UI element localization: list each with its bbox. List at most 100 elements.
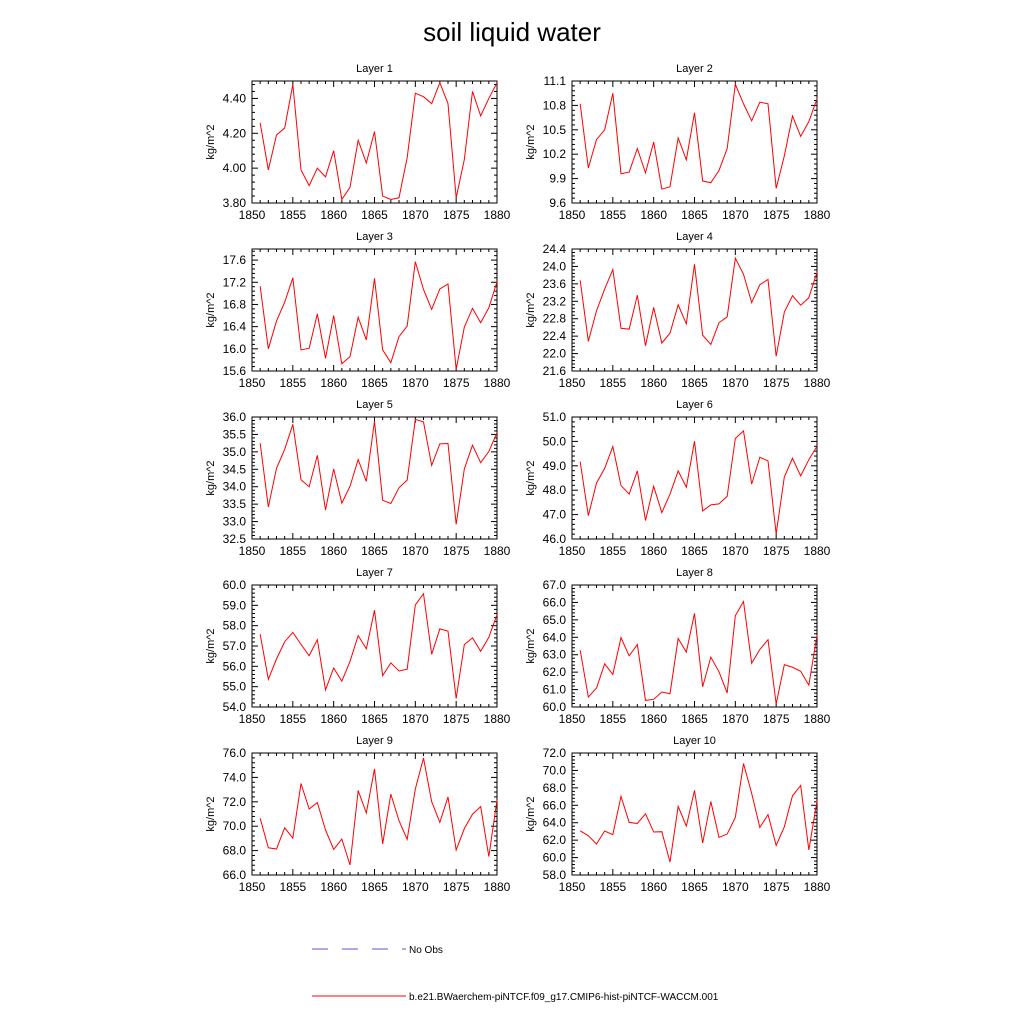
y-tick-label: 74.0 (223, 770, 247, 784)
x-tick-label: 1850 (559, 376, 586, 390)
legend: No Obs b.e21.BWaerchem-piNTCF.f09_g17.CM… (312, 945, 719, 1003)
y-tick-label: 9.9 (549, 172, 566, 186)
y-tick-label: 11.1 (544, 74, 567, 88)
series-line (579, 429, 818, 534)
x-tick-label: 1875 (763, 376, 790, 390)
series-line (259, 418, 498, 525)
panel-title: Layer 7 (356, 567, 393, 579)
y-axis-label: kg/m^2 (525, 124, 537, 159)
panel-8: Layer 8 kg/m^2 1850 1855 1860 1865 1870 1875 188… (525, 567, 831, 726)
x-tick-label: 1860 (640, 712, 667, 726)
x-tick-label: 1855 (599, 208, 626, 222)
x-tick-label: 1870 (722, 544, 749, 558)
x-tick-label: 1855 (279, 208, 306, 222)
x-tick-label: 1870 (402, 544, 429, 558)
x-tick-label: 1850 (239, 712, 266, 726)
panel-1: Layer 1 kg/m^2 1850 1855 1860 1865 1870 1875 188… (205, 63, 511, 222)
y-tick-label: 61.0 (543, 683, 567, 697)
y-tick-label: 72.0 (543, 746, 567, 760)
x-tick-label: 1850 (559, 712, 586, 726)
plot-frame (571, 752, 818, 876)
y-tick-label: 58.0 (543, 868, 567, 882)
y-tick-label: 55.0 (223, 680, 247, 694)
y-tick-label: 10.5 (543, 123, 567, 137)
y-tick-label: 68.0 (543, 781, 567, 795)
x-tick-label: 1865 (361, 712, 388, 726)
series-line (259, 261, 498, 370)
panel-title: Layer 5 (356, 399, 393, 411)
y-tick-label: 4.20 (223, 126, 247, 140)
x-tick-label: 1850 (559, 544, 586, 558)
y-tick-label: 17.6 (223, 253, 247, 267)
y-tick-label: 21.6 (543, 364, 567, 378)
x-tick-label: 1865 (681, 544, 708, 558)
x-tick-label: 1875 (443, 880, 470, 894)
y-tick-label: 65.0 (543, 613, 567, 627)
y-axis-label: kg/m^2 (205, 628, 217, 663)
y-tick-label: 16.4 (223, 320, 247, 334)
y-tick-label: 46.0 (543, 532, 567, 546)
y-tick-label: 62.0 (543, 833, 567, 847)
plot-frame (251, 80, 498, 204)
y-tick-label: 48.0 (543, 483, 567, 497)
x-tick-label: 1855 (599, 712, 626, 726)
y-tick-label: 10.2 (543, 147, 567, 161)
x-tick-label: 1865 (361, 544, 388, 558)
x-tick-label: 1860 (320, 712, 347, 726)
panel-title: Layer 3 (356, 231, 393, 243)
y-tick-label: 50.0 (543, 434, 567, 448)
x-tick-label: 1870 (722, 880, 749, 894)
x-tick-label: 1880 (484, 880, 511, 894)
y-tick-label: 33.5 (223, 497, 247, 511)
y-axis-label: kg/m^2 (205, 796, 217, 831)
x-tick-label: 1855 (279, 376, 306, 390)
y-axis-label: kg/m^2 (525, 796, 537, 831)
panel-4: Layer 4 kg/m^2 1850 1855 1860 1865 1870 1875 188… (525, 231, 831, 390)
panel-title: Layer 6 (676, 399, 713, 411)
y-tick-label: 70.0 (223, 819, 247, 833)
x-tick-label: 1880 (804, 880, 831, 894)
y-tick-label: 22.0 (543, 347, 567, 361)
x-tick-label: 1855 (279, 880, 306, 894)
panel-title: Layer 1 (356, 63, 393, 75)
y-tick-label: 60.0 (543, 700, 567, 714)
y-tick-label: 68.0 (223, 844, 247, 858)
y-tick-label: 64.0 (543, 816, 567, 830)
x-tick-label: 1855 (599, 376, 626, 390)
x-tick-label: 1870 (722, 376, 749, 390)
panel-title: Layer 4 (676, 231, 713, 243)
series-line (259, 592, 498, 699)
y-tick-label: 33.0 (223, 515, 247, 529)
x-tick-label: 1865 (361, 880, 388, 894)
x-tick-label: 1860 (320, 544, 347, 558)
x-tick-label: 1865 (681, 208, 708, 222)
plot-frame (251, 248, 498, 372)
y-tick-label: 66.0 (543, 595, 567, 609)
y-tick-label: 4.00 (223, 161, 247, 175)
legend-model-label: b.e21.BWaerchem-piNTCF.f09_g17.CMIP6-his… (409, 992, 719, 1003)
plot-frame (571, 80, 818, 204)
x-tick-label: 1880 (484, 712, 511, 726)
x-tick-label: 1870 (402, 712, 429, 726)
y-tick-label: 15.6 (223, 364, 247, 378)
series-line (579, 600, 818, 704)
plot-frame (571, 584, 818, 708)
x-tick-label: 1855 (599, 544, 626, 558)
x-tick-label: 1855 (279, 544, 306, 558)
x-tick-label: 1875 (443, 376, 470, 390)
y-axis-label: kg/m^2 (205, 460, 217, 495)
x-tick-label: 1875 (443, 544, 470, 558)
x-tick-label: 1860 (320, 376, 347, 390)
x-tick-label: 1865 (681, 376, 708, 390)
x-tick-label: 1870 (722, 208, 749, 222)
x-tick-label: 1850 (559, 208, 586, 222)
panel-10: Layer 10 kg/m^2 1850 1855 1860 1865 1870 1875 18… (525, 735, 831, 894)
series-line (259, 81, 498, 201)
x-tick-label: 1850 (239, 376, 266, 390)
y-axis-label: kg/m^2 (525, 628, 537, 663)
y-tick-label: 67.0 (543, 578, 567, 592)
legend-obs-label: No Obs (409, 945, 443, 956)
y-tick-label: 17.2 (223, 275, 247, 289)
y-tick-label: 51.0 (543, 410, 567, 424)
